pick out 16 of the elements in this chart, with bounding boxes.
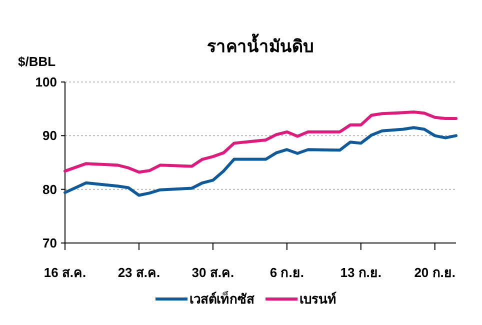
y-tick-label: 80 [42, 182, 57, 197]
y-tick-label: 100 [35, 74, 57, 90]
chart-title: ราคาน้ำมันดิบ [207, 33, 314, 56]
x-tick-label: 30 ส.ค. [192, 265, 234, 280]
x-tick-label: 20 ก.ย. [414, 265, 456, 280]
y-axis-title: $/BBL [18, 54, 56, 69]
line-series [64, 126, 458, 197]
x-tick-label: 23 ส.ค. [118, 265, 160, 280]
legend-label: เบรนท์ [300, 292, 336, 307]
x-tick-label: 16 ส.ค. [44, 265, 86, 280]
y-tick-label: 70 [42, 236, 57, 251]
x-tick-label: 13 ก.ย. [340, 265, 382, 280]
legend-label: เวสต์เท็กซัส [190, 290, 254, 307]
x-tick-label: 6 ก.ย. [270, 265, 304, 280]
line-series [64, 110, 458, 174]
y-tick-label: 90 [42, 128, 57, 144]
